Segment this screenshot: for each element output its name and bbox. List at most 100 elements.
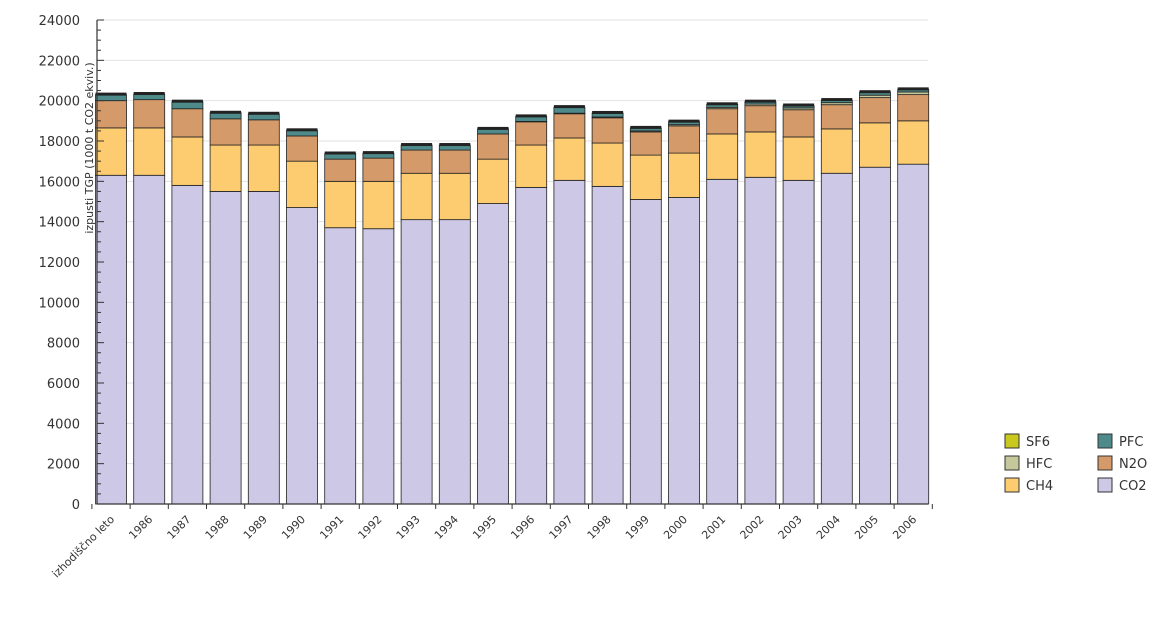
y-tick-labels: 0200040006000800010000120001400016000180… — [39, 14, 80, 513]
bar-stack — [401, 143, 432, 504]
bar-top-cap — [478, 127, 509, 130]
x-tick-label: 1994 — [432, 513, 461, 542]
bar-stack — [821, 98, 852, 504]
bar-segment-co2 — [592, 186, 623, 504]
y-tick-label: 8000 — [47, 337, 80, 352]
bar-stack — [669, 120, 700, 504]
bar-segment-n2o — [134, 100, 165, 128]
x-tick-label: 1995 — [470, 513, 499, 542]
x-tick-label: 2004 — [814, 513, 843, 542]
bar-segment-n2o — [96, 101, 127, 128]
bar-segment-ch4 — [172, 137, 203, 185]
x-tick-label: 2002 — [738, 513, 767, 542]
legend-swatch — [1005, 478, 1019, 492]
bar-segment-ch4 — [516, 145, 547, 187]
legend-swatch — [1098, 478, 1112, 492]
bar-top-cap — [630, 126, 661, 129]
bar-segment-co2 — [630, 199, 661, 504]
bar-stack — [707, 102, 738, 504]
bar-top-cap — [707, 102, 738, 105]
x-tick-label: 1999 — [623, 513, 652, 542]
y-tick-label: 16000 — [39, 175, 80, 190]
x-tick-label: 2006 — [890, 513, 919, 542]
y-tick-label: 20000 — [39, 95, 80, 110]
bar-stack — [248, 112, 279, 504]
bar-segment-ch4 — [860, 123, 891, 167]
bar-segment-ch4 — [745, 132, 776, 177]
bar-top-cap — [516, 114, 547, 117]
bar-segment-ch4 — [287, 161, 318, 207]
bar-top-cap — [325, 152, 356, 155]
bar-top-cap — [439, 143, 470, 146]
x-tick-label: 2000 — [661, 513, 690, 542]
bar-top-cap — [287, 128, 318, 131]
bar-segment-ch4 — [630, 155, 661, 199]
legend-item-n2o: N2O — [1098, 456, 1147, 472]
bar-segment-n2o — [630, 132, 661, 155]
bar-segment-co2 — [363, 229, 394, 504]
bar-segment-n2o — [554, 114, 585, 138]
bar-segment-ch4 — [898, 121, 929, 164]
x-tick-label: 1998 — [585, 513, 614, 542]
legend-item-hfc: HFC — [1005, 456, 1052, 472]
bar-stack — [325, 152, 356, 504]
bar-stack — [898, 87, 929, 504]
bar-segment-n2o — [439, 150, 470, 173]
bar-stack — [287, 128, 318, 504]
x-tick-label: 1997 — [547, 513, 576, 542]
legend-swatch — [1005, 434, 1019, 448]
x-tick-label: 1996 — [508, 513, 537, 542]
legend-label: CO2 — [1119, 479, 1147, 494]
bar-top-cap — [96, 93, 127, 96]
x-tick-label: 1991 — [317, 513, 346, 542]
bar-top-cap — [248, 112, 279, 115]
bar-segment-co2 — [745, 177, 776, 504]
y-axis-label: izpusti TGP (1000 t CO2 ekviv.) — [83, 62, 96, 233]
bar-stack — [478, 127, 509, 504]
bar-segment-ch4 — [134, 128, 165, 175]
x-tick-label: izhodiščno leto — [50, 513, 118, 581]
bar-top-cap — [172, 100, 203, 103]
bar-stack — [554, 105, 585, 504]
bar-segment-co2 — [707, 179, 738, 504]
legend-label: SF6 — [1026, 435, 1050, 450]
y-tick-label: 14000 — [39, 216, 80, 231]
bar-segment-co2 — [248, 191, 279, 504]
bar-segment-co2 — [325, 228, 356, 504]
x-tick-label: 2003 — [776, 513, 805, 542]
bar-segment-co2 — [172, 185, 203, 504]
y-tick-label: 10000 — [39, 296, 80, 311]
bar-stack — [860, 90, 891, 504]
bar-top-cap — [821, 98, 852, 101]
y-tick-label: 24000 — [39, 14, 80, 29]
bar-segment-n2o — [287, 136, 318, 161]
bar-segment-n2o — [898, 95, 929, 121]
legend-item-sf6: SF6 — [1005, 434, 1050, 450]
bar-stack — [439, 143, 470, 504]
bar-top-cap — [898, 87, 929, 90]
x-tick-label: 1992 — [356, 513, 385, 542]
bar-segment-co2 — [669, 197, 700, 504]
bar-segment-n2o — [172, 109, 203, 137]
bar-segment-ch4 — [439, 173, 470, 219]
bar-top-cap — [210, 111, 241, 114]
bar-segment-n2o — [592, 118, 623, 143]
bar-segment-n2o — [669, 126, 700, 153]
bar-segment-co2 — [401, 220, 432, 504]
bar-top-cap — [363, 151, 394, 154]
bar-segment-co2 — [898, 164, 929, 504]
bar-segment-ch4 — [363, 181, 394, 228]
legend-swatch — [1098, 434, 1112, 448]
y-tick-label: 2000 — [47, 458, 80, 473]
bar-top-cap — [745, 100, 776, 103]
x-tick-label: 2005 — [852, 513, 881, 542]
bar-segment-co2 — [478, 204, 509, 504]
bar-segment-n2o — [783, 110, 814, 137]
bar-stack — [592, 111, 623, 504]
legend-item-co2: CO2 — [1098, 478, 1147, 494]
bar-stack — [783, 104, 814, 504]
